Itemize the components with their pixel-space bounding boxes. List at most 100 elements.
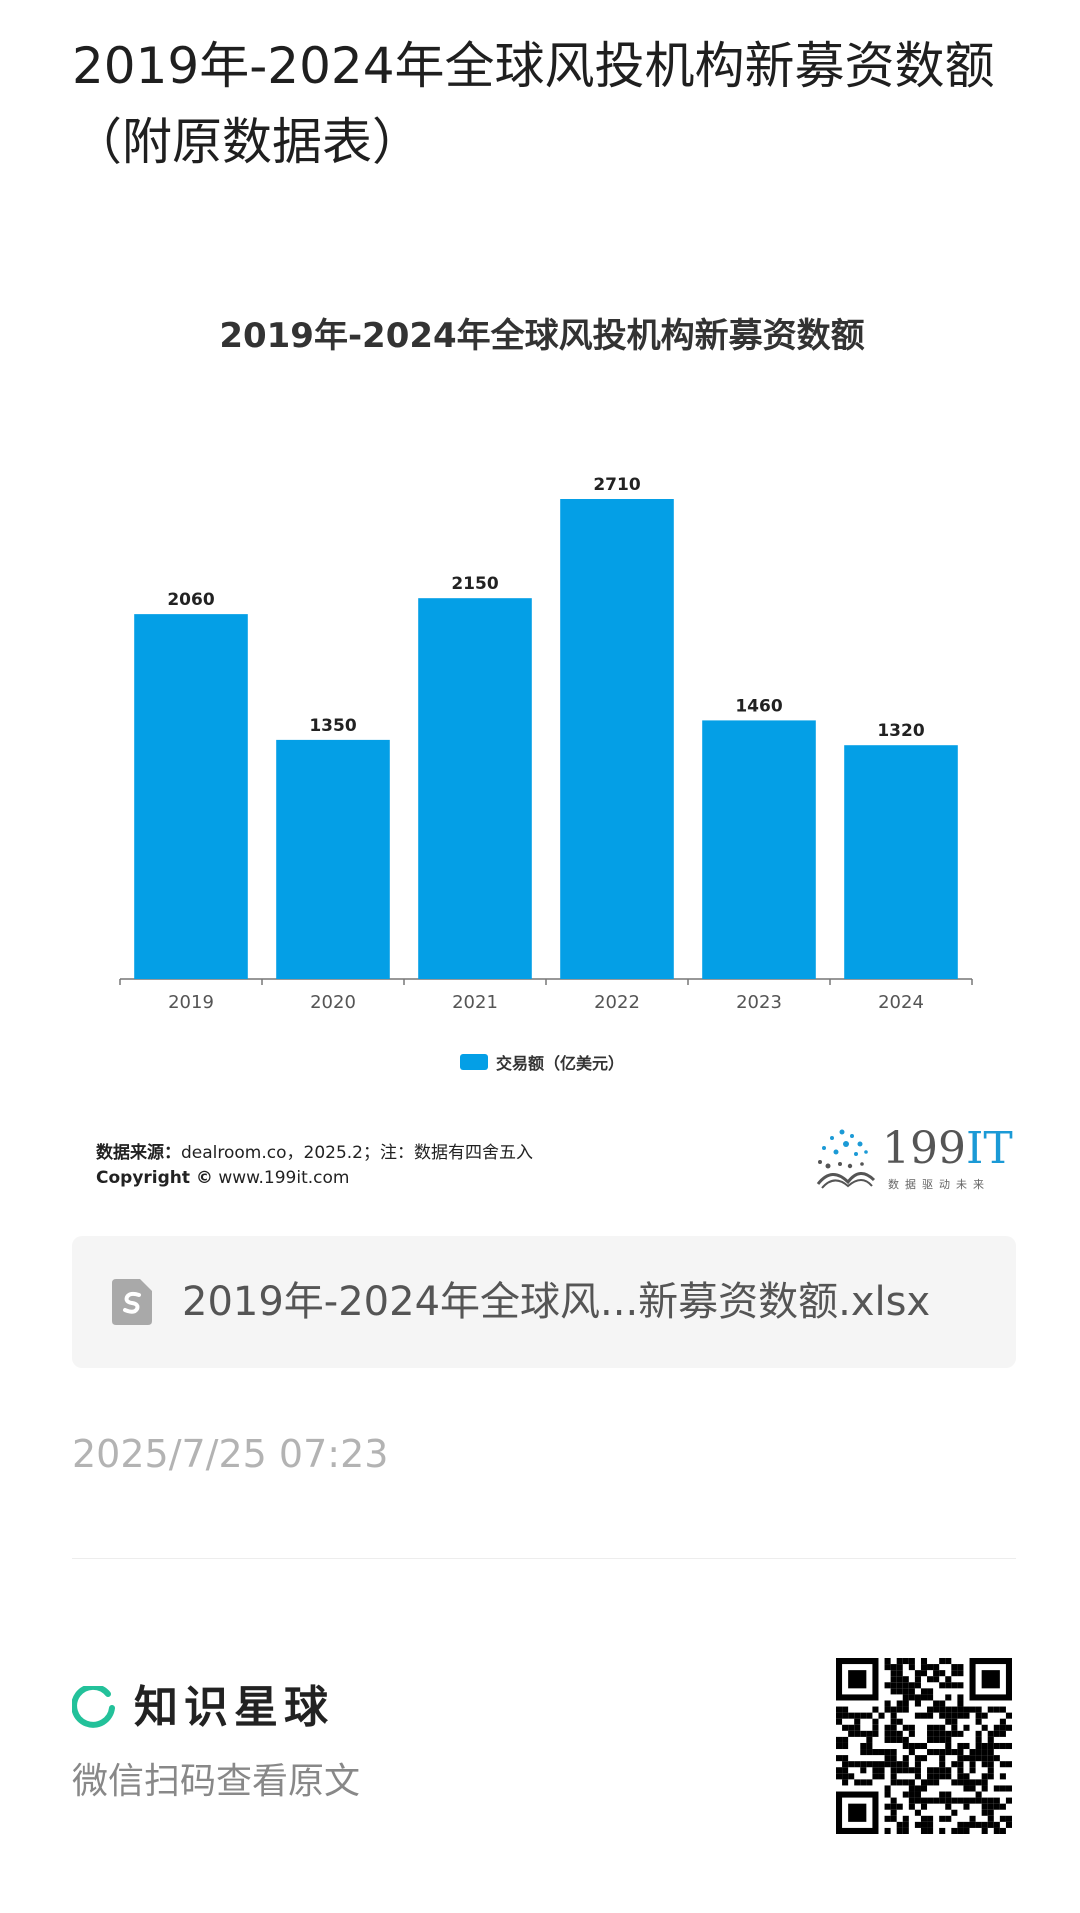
qr-module xyxy=(969,1706,976,1713)
qr-module xyxy=(920,1712,928,1719)
qr-module xyxy=(872,1749,879,1756)
copyright-url: www.199it.com xyxy=(218,1168,350,1188)
qr-module xyxy=(981,1761,988,1768)
qr-module xyxy=(896,1664,903,1671)
chart-title: 2019年-2024年全球风投机构新募资数额 xyxy=(219,316,865,356)
qr-module xyxy=(908,1664,915,1671)
qr-module xyxy=(914,1767,921,1774)
qr-module xyxy=(957,1682,964,1689)
qr-module xyxy=(890,1664,897,1671)
qr-module xyxy=(848,1773,855,1780)
qr-module xyxy=(999,1803,1006,1810)
qr-module xyxy=(890,1815,897,1822)
qr-module xyxy=(896,1803,903,1810)
qr-module xyxy=(848,1761,855,1768)
qr-module xyxy=(927,1706,934,1713)
qr-finder-inner xyxy=(848,1803,867,1822)
qr-module xyxy=(933,1664,940,1671)
qr-module xyxy=(993,1755,1000,1762)
qr-module xyxy=(951,1706,958,1713)
qr-module xyxy=(951,1749,958,1756)
qr-module xyxy=(866,1712,873,1719)
qr-module xyxy=(866,1730,873,1737)
qr-module xyxy=(957,1749,964,1756)
qr-module xyxy=(933,1767,940,1774)
qr-module xyxy=(981,1749,988,1756)
qr-module xyxy=(951,1809,958,1816)
qr-module xyxy=(866,1736,873,1743)
qr-module xyxy=(945,1694,952,1701)
qr-module xyxy=(860,1730,867,1737)
qr-module xyxy=(933,1779,940,1786)
qr-module xyxy=(878,1749,885,1756)
qr-module xyxy=(908,1797,915,1804)
qr-module xyxy=(987,1749,994,1756)
199it-logo: 199IT 数据驱动未来 xyxy=(812,1122,1013,1192)
qr-module xyxy=(878,1773,885,1780)
spreadsheet-file-icon xyxy=(112,1279,152,1325)
qr-finder-inner xyxy=(848,1670,867,1689)
qr-code[interactable] xyxy=(836,1658,1012,1834)
qr-module xyxy=(902,1694,909,1701)
qr-module xyxy=(902,1700,909,1707)
qr-module xyxy=(890,1712,897,1719)
qr-module xyxy=(933,1736,940,1743)
qr-module xyxy=(933,1724,940,1731)
qr-module xyxy=(854,1712,861,1719)
qr-module xyxy=(854,1724,861,1731)
qr-module xyxy=(914,1809,921,1816)
qr-module xyxy=(884,1827,891,1834)
qr-module xyxy=(902,1767,909,1774)
qr-module xyxy=(890,1688,897,1695)
qr-module xyxy=(999,1730,1006,1737)
qr-finder-inner xyxy=(981,1670,1000,1689)
attachment-file-card[interactable]: 2019年-2024年全球风...新募资数额.xlsx xyxy=(72,1236,1016,1368)
qr-module xyxy=(999,1718,1006,1725)
qr-module xyxy=(957,1773,964,1780)
data-label-2024: 1320 xyxy=(877,721,924,741)
qr-module xyxy=(878,1712,885,1719)
qr-module xyxy=(957,1664,964,1671)
qr-module xyxy=(993,1724,1000,1731)
qr-module xyxy=(884,1706,891,1713)
qr-module xyxy=(951,1670,958,1677)
data-label-2020: 1350 xyxy=(309,716,356,736)
qr-module xyxy=(945,1730,952,1737)
scan-hint: 微信扫码查看原文 xyxy=(72,1761,361,1802)
qr-module xyxy=(842,1742,849,1750)
qr-module xyxy=(981,1742,988,1750)
qr-module xyxy=(902,1827,909,1834)
qr-module xyxy=(975,1755,982,1762)
qr-module xyxy=(933,1773,940,1780)
qr-module xyxy=(981,1827,988,1834)
qr-module xyxy=(987,1767,994,1774)
qr-module xyxy=(890,1773,897,1780)
qr-module xyxy=(981,1755,988,1762)
qr-module xyxy=(902,1676,909,1683)
qr-module xyxy=(993,1827,1000,1834)
qr-module xyxy=(945,1682,952,1689)
qr-module xyxy=(969,1815,976,1822)
qr-module xyxy=(969,1761,976,1768)
qr-module xyxy=(842,1736,849,1743)
qr-module xyxy=(920,1785,928,1792)
chart-legend: 交易额（亿美元） xyxy=(72,1050,1012,1074)
qr-module xyxy=(896,1688,903,1695)
qr-module xyxy=(981,1821,988,1828)
qr-module xyxy=(993,1797,1000,1804)
qr-module xyxy=(920,1664,928,1671)
qr-module xyxy=(896,1670,903,1677)
qr-module xyxy=(1005,1797,1012,1804)
qr-module xyxy=(957,1767,964,1774)
qr-module xyxy=(884,1682,891,1689)
qr-module xyxy=(951,1724,958,1731)
qr-module xyxy=(999,1815,1006,1822)
qr-module xyxy=(908,1724,915,1731)
qr-module xyxy=(1005,1742,1012,1750)
qr-module xyxy=(890,1676,897,1683)
qr-module xyxy=(993,1803,1000,1810)
qr-module xyxy=(969,1797,976,1804)
data-label-2022: 2710 xyxy=(593,475,640,495)
qr-module xyxy=(896,1700,903,1707)
qr-module xyxy=(963,1785,970,1792)
